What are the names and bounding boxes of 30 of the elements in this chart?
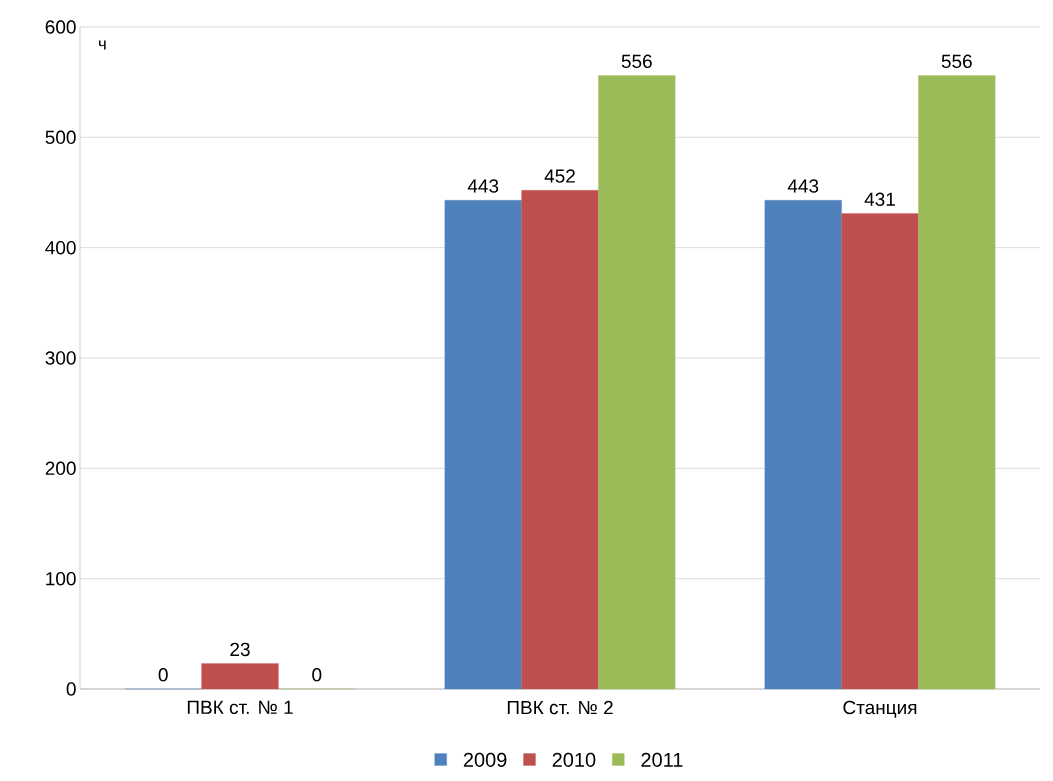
bar: [521, 190, 599, 690]
y-tick-label: 400: [45, 240, 76, 255]
bar: [201, 663, 279, 690]
legend-label: 2010: [552, 752, 596, 767]
data-label: 0: [312, 668, 322, 682]
data-label: 443: [787, 179, 819, 193]
bar: [918, 75, 996, 690]
x-tick-label: Станция: [843, 700, 917, 718]
x-tick-label: ПВК ст. № 1: [187, 700, 293, 715]
bar: [444, 200, 522, 690]
data-label: 556: [941, 54, 972, 69]
data-label: 431: [864, 192, 895, 206]
legend-label: 2011: [641, 752, 683, 767]
data-label: 0: [158, 668, 168, 682]
legend-label: 2009: [463, 752, 507, 767]
y-tick-label: 500: [45, 130, 76, 145]
data-label: 556: [621, 54, 652, 69]
y-tick-label: 100: [46, 571, 76, 586]
data-label: 23: [230, 642, 250, 657]
bar: [764, 200, 842, 690]
data-label: 443: [467, 179, 499, 193]
y-tick-label: 200: [45, 461, 76, 476]
y-tick-label: 600: [45, 20, 76, 34]
y-tick-label: 0: [66, 682, 76, 696]
y-tick-label: 300: [45, 351, 76, 365]
y-axis-title: ч: [98, 40, 106, 50]
bar: [841, 213, 919, 690]
data-label: 452: [544, 169, 575, 183]
x-tick-label: ПВК ст. № 2: [507, 700, 613, 715]
bar: [598, 75, 676, 690]
